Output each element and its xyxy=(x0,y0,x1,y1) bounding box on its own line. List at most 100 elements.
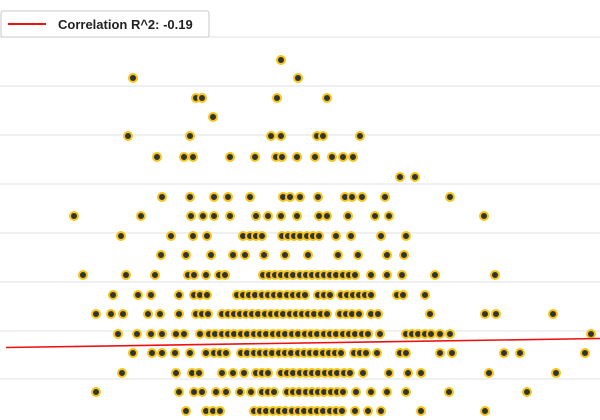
data-point xyxy=(156,250,166,260)
data-point xyxy=(515,348,525,358)
data-point xyxy=(292,211,302,221)
data-point xyxy=(201,348,211,358)
data-point xyxy=(272,93,282,103)
data-point xyxy=(179,152,189,162)
data-point xyxy=(157,329,167,339)
data-point xyxy=(430,270,440,280)
data-point xyxy=(380,192,390,202)
data-point xyxy=(250,152,260,162)
data-point xyxy=(361,348,371,358)
data-point xyxy=(285,192,295,202)
data-point xyxy=(355,131,365,141)
data-point xyxy=(447,348,457,358)
data-point xyxy=(384,368,394,378)
data-point xyxy=(416,406,426,416)
data-point xyxy=(363,329,373,339)
data-point xyxy=(181,406,191,416)
data-point xyxy=(113,329,123,339)
data-point xyxy=(197,387,207,397)
data-point xyxy=(314,231,324,241)
data-point xyxy=(185,192,195,202)
data-point xyxy=(209,192,219,202)
data-point xyxy=(198,211,208,221)
data-point xyxy=(174,387,184,397)
data-point xyxy=(398,290,408,300)
data-point xyxy=(322,309,332,319)
data-point xyxy=(108,290,118,300)
data-point xyxy=(171,329,181,339)
data-point xyxy=(246,387,256,397)
data-point xyxy=(331,231,341,241)
data-point xyxy=(322,211,332,221)
data-point xyxy=(221,348,231,358)
data-point xyxy=(348,152,358,162)
data-point xyxy=(128,73,138,83)
data-point xyxy=(128,348,138,358)
data-point xyxy=(136,211,146,221)
data-point xyxy=(382,270,392,280)
data-point xyxy=(366,290,376,300)
data-point xyxy=(118,309,128,319)
data-point xyxy=(499,348,509,358)
data-point xyxy=(397,270,407,280)
data-point xyxy=(251,211,261,221)
data-point xyxy=(206,250,216,260)
data-point xyxy=(435,329,445,339)
data-point xyxy=(580,348,590,358)
data-point xyxy=(410,172,420,182)
data-point xyxy=(401,348,411,358)
data-point xyxy=(322,93,332,103)
data-point xyxy=(353,250,363,260)
data-point xyxy=(484,368,494,378)
data-point xyxy=(263,368,273,378)
data-point xyxy=(209,211,219,221)
data-point xyxy=(174,309,184,319)
grid-lines xyxy=(0,36,600,380)
data-point xyxy=(382,387,392,397)
data-point xyxy=(143,309,153,319)
data-point xyxy=(215,406,225,416)
data-point xyxy=(300,290,310,300)
data-point xyxy=(188,152,198,162)
data-point xyxy=(228,250,238,260)
data-point xyxy=(375,329,385,339)
data-point xyxy=(325,290,335,300)
data-point xyxy=(490,270,500,280)
data-point xyxy=(181,250,191,260)
data-point xyxy=(280,250,290,260)
legend-box xyxy=(0,10,210,38)
data-point xyxy=(225,211,235,221)
data-point xyxy=(152,152,162,162)
data-point xyxy=(106,309,116,319)
data-point xyxy=(350,270,360,280)
data-point xyxy=(445,329,455,339)
data-point xyxy=(228,368,238,378)
data-point xyxy=(337,406,347,416)
data-point xyxy=(327,152,337,162)
data-point xyxy=(201,270,211,280)
data-point xyxy=(276,211,286,221)
data-point xyxy=(480,406,490,416)
data-point xyxy=(257,231,267,241)
data-point xyxy=(420,290,430,300)
data-point xyxy=(202,290,212,300)
data-point xyxy=(195,329,205,339)
data-point xyxy=(157,192,167,202)
trend-line xyxy=(5,337,600,349)
data-point xyxy=(395,172,405,182)
data-point xyxy=(235,387,245,397)
data-point xyxy=(479,211,489,221)
data-point xyxy=(313,192,323,202)
data-point xyxy=(426,329,436,339)
data-point xyxy=(263,211,273,221)
data-point xyxy=(269,387,279,397)
data-point xyxy=(310,152,320,162)
data-point xyxy=(444,387,454,397)
data-point xyxy=(174,290,184,300)
data-point xyxy=(133,290,143,300)
data-point xyxy=(266,131,276,141)
data-point xyxy=(445,192,455,202)
data-point xyxy=(189,387,199,397)
data-point xyxy=(346,231,356,241)
data-point xyxy=(186,211,196,221)
